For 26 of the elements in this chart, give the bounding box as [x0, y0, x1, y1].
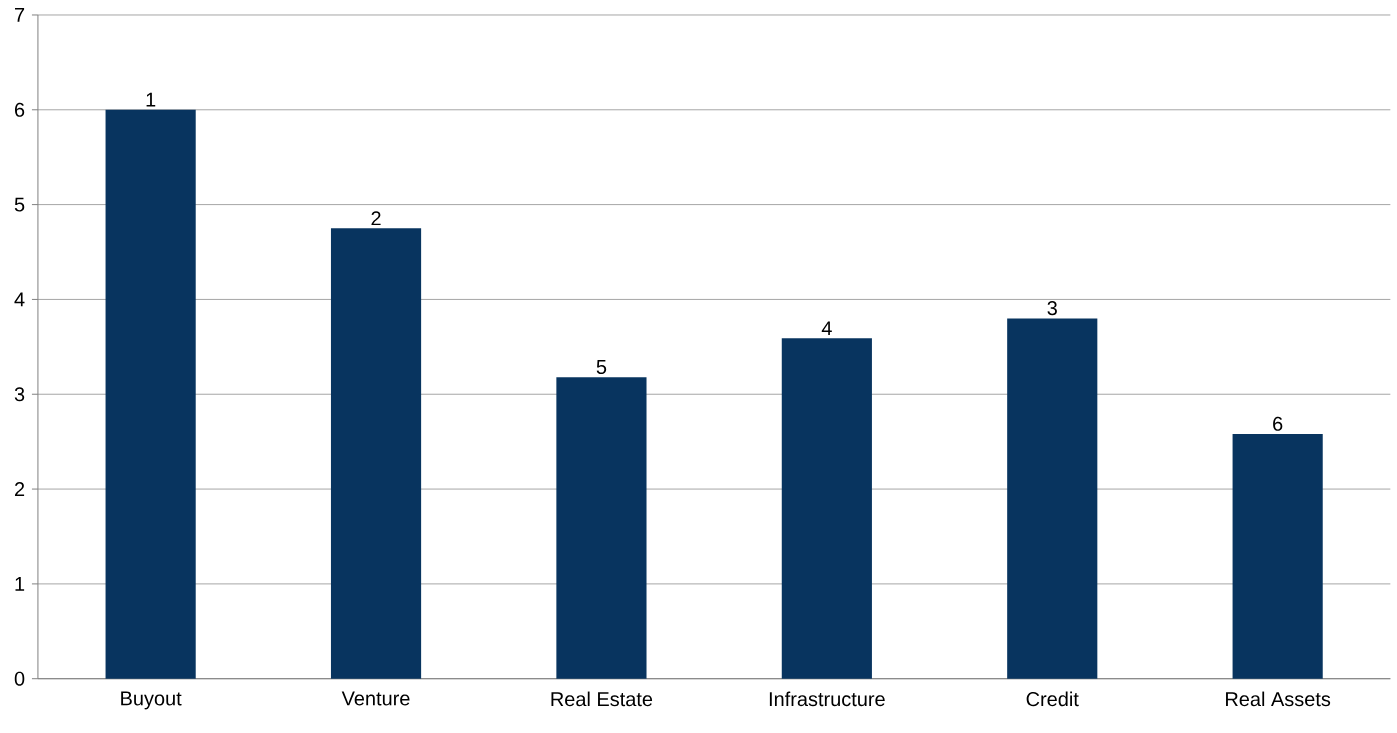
x-tick-label: Real Assets — [1226, 691, 1331, 707]
y-tick-label: 0 — [14, 671, 25, 686]
annotation: 2 — [371, 211, 381, 226]
annotation: 3 — [1047, 301, 1057, 316]
y-tick-label: 6 — [15, 102, 25, 118]
y-tick-label: 3 — [14, 387, 25, 402]
bar — [330, 228, 422, 679]
y-tick-label: 2 — [14, 482, 25, 497]
y-tick-label: 5 — [14, 197, 25, 212]
x-tick-label: Credit — [1026, 691, 1079, 707]
y-tick-label: 7 — [15, 8, 25, 23]
y-tick-label: 4 — [14, 292, 25, 307]
bar — [105, 109, 196, 679]
x-tick-label: Buyout — [121, 691, 182, 710]
x-tick-label: Infrastructure — [769, 691, 885, 707]
annotation: 6 — [1273, 416, 1283, 432]
x-tick-label: Real Estate — [551, 691, 653, 707]
bar — [781, 338, 872, 679]
x-tick-label: Venture — [341, 691, 410, 706]
bar — [556, 377, 647, 679]
annotation: 4 — [821, 321, 832, 336]
annotation: 5 — [596, 360, 607, 375]
annotation: 1 — [146, 93, 156, 107]
bar — [1007, 318, 1098, 679]
bar — [1232, 434, 1323, 679]
y-tick-label: 1 — [15, 577, 25, 591]
